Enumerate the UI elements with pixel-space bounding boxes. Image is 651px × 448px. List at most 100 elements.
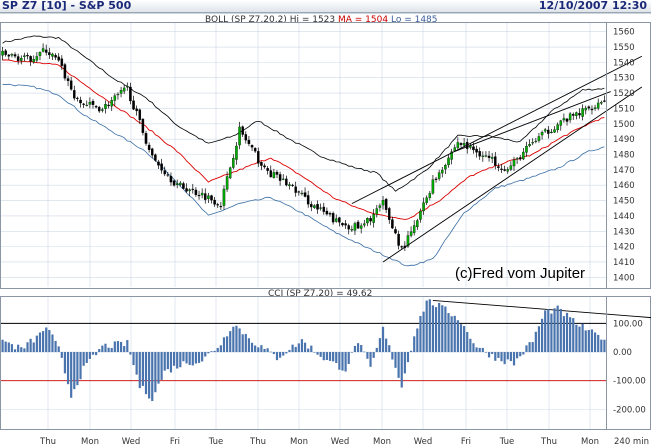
candle-body — [172, 180, 176, 186]
x-tick-label: Fri — [170, 437, 180, 447]
candle-body — [91, 101, 95, 105]
candle-body — [394, 229, 397, 234]
candle-body — [487, 155, 491, 158]
cci-bar — [82, 352, 85, 366]
candle-body — [116, 93, 120, 96]
cci-bar — [135, 352, 138, 375]
cci-bar — [434, 307, 438, 353]
price-tick-label: 1520 — [613, 89, 635, 99]
candle-body — [79, 99, 82, 104]
candle-body — [185, 188, 188, 192]
candle-body — [540, 132, 544, 136]
cci-bar — [7, 342, 10, 353]
candle-body — [23, 55, 26, 57]
cci-bar — [45, 327, 48, 353]
cci-bar — [575, 324, 578, 353]
cci-bar — [300, 339, 304, 353]
cci-bar — [85, 352, 88, 363]
candle-body — [534, 140, 538, 142]
cci-bar — [559, 308, 562, 353]
cci-bar — [459, 324, 463, 353]
cci-bar — [587, 330, 590, 353]
cci-bar — [469, 338, 472, 353]
cci-bar — [235, 325, 238, 353]
candle-body — [378, 205, 382, 208]
candle-body — [163, 170, 166, 175]
cci-bar — [138, 352, 141, 389]
cci-bar — [101, 345, 104, 353]
candle-body — [509, 165, 513, 170]
cci-bar — [185, 352, 188, 364]
candle-body — [450, 151, 453, 160]
candle-body — [44, 49, 48, 53]
candle-body — [160, 163, 163, 171]
candle-body — [587, 106, 591, 109]
candle-body — [369, 218, 372, 222]
candle-body — [154, 154, 157, 161]
candle-body — [210, 195, 213, 201]
candle-body — [494, 156, 497, 166]
cci-bar — [207, 352, 210, 354]
cci-bar — [353, 345, 357, 353]
price-tick-label: 1480 — [613, 151, 635, 161]
cci-bar — [144, 352, 148, 395]
cci-bar — [525, 345, 528, 353]
cci-bar — [544, 310, 547, 353]
cci-bar — [528, 342, 531, 353]
candle-body — [51, 53, 54, 57]
candle-body — [603, 100, 606, 102]
cci-bar — [232, 326, 235, 353]
cci-bar — [76, 352, 79, 386]
cci-bar — [238, 328, 241, 353]
cci-bar — [590, 329, 594, 353]
cci-bar — [572, 318, 575, 353]
datetime-label: 12/10/2007 12:30 — [538, 0, 647, 12]
cci-bar — [403, 352, 406, 374]
cci-bar — [297, 343, 300, 353]
cci-bar — [597, 334, 600, 353]
cci-bar — [288, 349, 291, 353]
candle-body — [353, 223, 357, 231]
cci-bar — [550, 313, 553, 353]
cci-bar — [119, 341, 123, 353]
candle-body — [285, 178, 288, 186]
candle-body — [447, 157, 450, 166]
price-tick-label: 1450 — [613, 197, 635, 207]
candle-body — [97, 106, 101, 112]
candle-body — [281, 178, 285, 180]
cci-bar — [48, 330, 51, 353]
cci-bar — [581, 323, 584, 353]
candle-body — [222, 188, 226, 206]
candle-body — [334, 218, 338, 222]
candles — [1, 43, 606, 251]
candle-body — [179, 182, 182, 185]
cci-bar — [17, 344, 20, 353]
cci-bar — [600, 339, 603, 353]
cci-bar — [363, 351, 366, 353]
cci-bar — [154, 352, 157, 393]
candle-body — [204, 193, 207, 200]
candle-body — [94, 106, 98, 108]
candle-body — [13, 54, 17, 57]
candle-body — [26, 55, 29, 57]
candle-body — [82, 103, 85, 105]
cci-bar — [472, 343, 475, 353]
candle-body — [213, 199, 216, 205]
cci-bar — [250, 342, 254, 353]
cci-bar — [332, 352, 335, 362]
candle-body — [310, 203, 313, 208]
candle-body — [363, 223, 366, 226]
cci-bar — [347, 352, 350, 364]
cci-bar — [166, 352, 169, 370]
candle-body — [232, 157, 235, 168]
cci-bar — [447, 313, 450, 353]
candle-body — [175, 183, 179, 185]
cci-bar — [107, 347, 110, 353]
cci-bar — [491, 352, 494, 354]
cci-bar — [210, 351, 213, 353]
cci-bar — [531, 342, 534, 353]
price-tick-label: 1430 — [613, 227, 635, 237]
candle-body — [596, 102, 600, 109]
cci-bar — [157, 352, 160, 384]
